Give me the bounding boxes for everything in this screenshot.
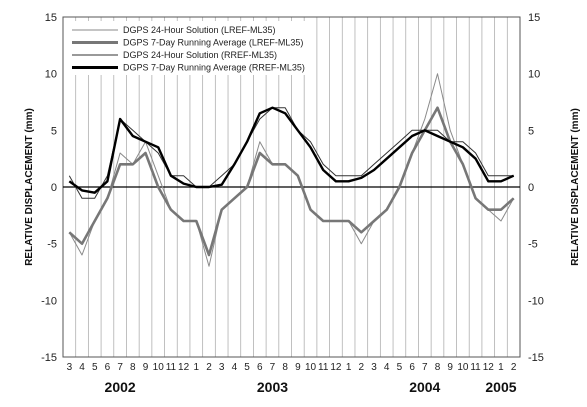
y-tick-label-right: -15 — [528, 352, 544, 364]
month-label: 2 — [511, 362, 517, 373]
month-label: 2 — [206, 362, 212, 373]
month-label: 4 — [384, 362, 390, 373]
month-label: 1 — [498, 362, 504, 373]
month-label: 9 — [295, 362, 301, 373]
month-label: 8 — [130, 362, 136, 373]
y-tick-label-left: 15 — [45, 12, 57, 24]
y-tick-label-left: 5 — [51, 125, 57, 137]
legend-entry: DGPS 7-Day Running Average (RREF-ML35) — [123, 63, 305, 73]
month-label: 7 — [270, 362, 276, 373]
month-label: 4 — [79, 362, 85, 373]
y-tick-label-right: 0 — [528, 182, 534, 194]
legend: DGPS 24-Hour Solution (LREF-ML35) DGPS 7-… — [68, 21, 308, 75]
month-label: 1 — [346, 362, 352, 373]
month-label: 3 — [219, 362, 225, 373]
month-label: 6 — [409, 362, 415, 373]
month-label: 9 — [447, 362, 453, 373]
year-label: 2005 — [485, 379, 516, 395]
legend-entry: DGPS 7-Day Running Average (LREF-ML35) — [123, 38, 303, 48]
y-tick-label-left: 10 — [45, 69, 57, 81]
month-label: 4 — [232, 362, 238, 373]
month-label: 2 — [359, 362, 365, 373]
year-label: 2003 — [257, 379, 288, 395]
month-label: 12 — [178, 362, 190, 373]
y-axis-label-left: RELATIVE DISPLACEMENT (mm) — [24, 108, 35, 266]
month-label: 10 — [457, 362, 469, 373]
month-label: 7 — [422, 362, 428, 373]
y-tick-label-left: -5 — [47, 239, 57, 251]
y-tick-label-right: 15 — [528, 12, 540, 24]
month-label: 3 — [371, 362, 377, 373]
y-tick-label-right: -10 — [528, 295, 544, 307]
y-tick-label-left: 0 — [51, 182, 57, 194]
month-label: 8 — [282, 362, 288, 373]
month-label: 6 — [257, 362, 263, 373]
y-tick-label-right: 5 — [528, 125, 534, 137]
legend-entry: DGPS 24-Hour Solution (RREF-ML35) — [123, 50, 277, 60]
y-tick-label-left: -10 — [41, 295, 57, 307]
year-label: 2004 — [409, 379, 440, 395]
month-label: 5 — [244, 362, 250, 373]
y-tick-label-right: -5 — [528, 239, 538, 251]
month-label: 5 — [92, 362, 98, 373]
month-label: 5 — [397, 362, 403, 373]
month-label: 7 — [117, 362, 123, 373]
y-axis-left-ticks: -15 -10 -5 0 5 10 15 — [41, 12, 57, 364]
month-label: 12 — [330, 362, 342, 373]
month-label: 10 — [305, 362, 317, 373]
month-label: 6 — [105, 362, 111, 373]
month-label: 12 — [483, 362, 495, 373]
month-label: 10 — [153, 362, 165, 373]
y-axis-label-right: RELATIVE DISPLACEMENT (mm) — [570, 108, 581, 266]
month-label: 3 — [67, 362, 73, 373]
y-tick-label-right: 10 — [528, 69, 540, 81]
month-label: 1 — [194, 362, 200, 373]
y-axis-right-ticks: -15 -10 -5 0 5 10 15 — [528, 12, 544, 364]
x-axis-year-labels: 2002 2003 2004 2005 — [105, 379, 517, 395]
series-lines — [68, 73, 515, 267]
series-line-4 — [68, 106, 515, 194]
legend-entry: DGPS 24-Hour Solution (LREF-ML35) — [123, 25, 276, 35]
year-label: 2002 — [105, 379, 136, 395]
series-line-2 — [68, 106, 515, 257]
month-label: 11 — [470, 362, 481, 373]
month-label: 11 — [166, 362, 177, 373]
month-label: 11 — [318, 362, 329, 373]
month-label: 8 — [435, 362, 441, 373]
x-axis-month-labels: 3 4 5 6 7 8 9 10 11 12 1 2 3 4 5 6 7 8 9 10 11 12 1 2 3 4 5 6 7 8 9 10 1… — [67, 362, 517, 373]
y-tick-label-left: -15 — [41, 352, 57, 364]
month-label: 9 — [143, 362, 149, 373]
